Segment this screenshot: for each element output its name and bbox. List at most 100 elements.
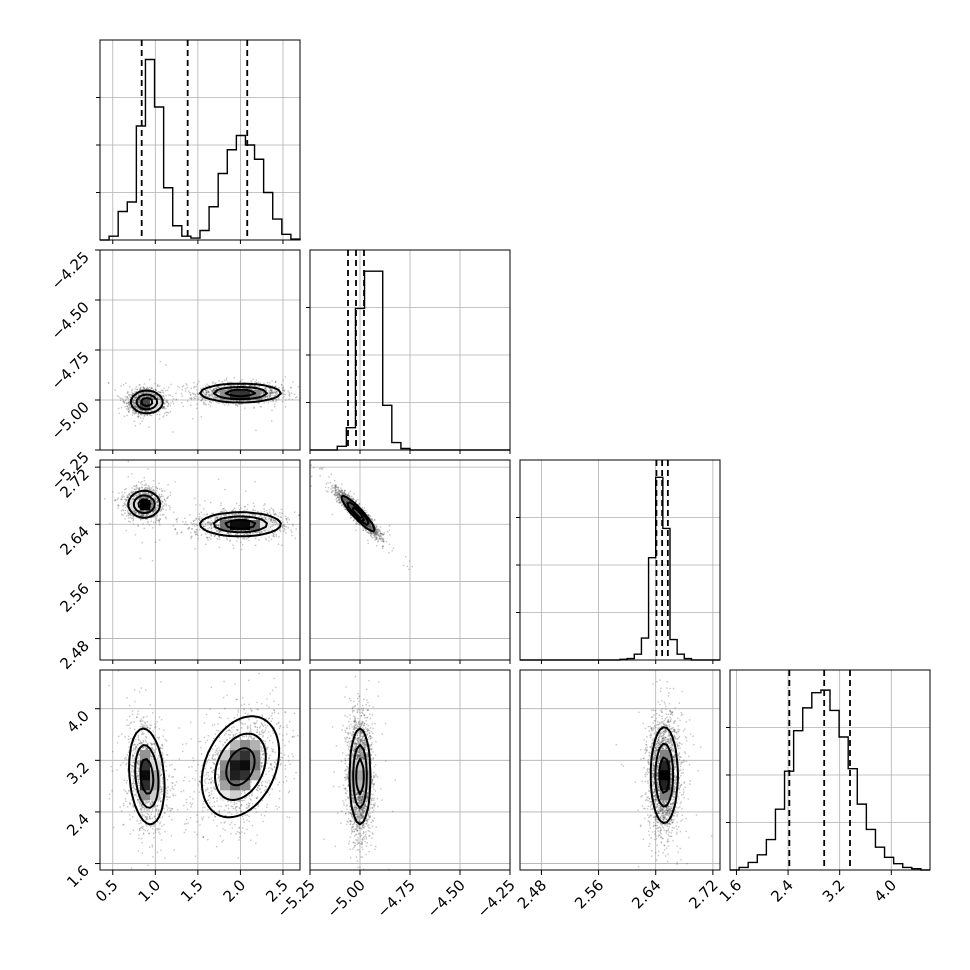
sample-point <box>257 531 259 533</box>
sample-point <box>247 534 250 536</box>
sample-point <box>374 536 376 538</box>
sample-point <box>141 486 143 488</box>
sample-point <box>255 518 258 521</box>
sample-point <box>217 524 220 526</box>
sample-point <box>210 538 212 540</box>
sample-point <box>133 491 135 493</box>
sample-point <box>264 517 267 519</box>
sample-point <box>123 402 125 404</box>
sample-point <box>138 488 140 490</box>
sample-point <box>361 517 363 520</box>
sample-point <box>276 399 278 401</box>
sample-point <box>242 510 244 512</box>
sample-point <box>340 373 341 374</box>
sample-point <box>143 396 145 398</box>
sample-point <box>264 395 266 398</box>
sample-point <box>270 538 273 540</box>
sample-point <box>261 397 264 399</box>
sample-point <box>151 503 153 506</box>
sample-point <box>138 415 140 417</box>
sample-point <box>204 398 206 400</box>
sample-point <box>129 399 131 401</box>
sample-point <box>218 524 221 527</box>
sample-point <box>143 496 145 499</box>
sample-point <box>152 510 154 513</box>
sample-point <box>281 525 283 527</box>
sample-point <box>142 391 144 394</box>
sample-point <box>277 515 279 518</box>
sample-point <box>254 514 257 517</box>
sample-point <box>155 513 158 515</box>
sample-point <box>265 389 267 392</box>
sample-point <box>158 519 160 521</box>
sample-point <box>143 415 145 417</box>
sample-point <box>216 391 218 394</box>
sample-point <box>276 391 278 393</box>
grid-lines <box>100 460 300 660</box>
sample-point <box>241 379 243 381</box>
sample-point <box>163 490 166 492</box>
sample-point <box>205 389 207 392</box>
sample-point <box>223 510 225 513</box>
sample-point <box>176 385 179 388</box>
sample-point <box>376 525 378 528</box>
sample-point <box>133 510 135 512</box>
sample-point <box>264 396 266 398</box>
sample-point <box>234 518 236 520</box>
sample-point <box>146 498 149 500</box>
sample-point <box>145 491 147 493</box>
sample-point <box>133 510 135 513</box>
sample-point <box>232 509 235 511</box>
sample-point <box>136 516 138 519</box>
sample-point <box>149 495 151 497</box>
sample-point <box>219 530 221 532</box>
sample-point <box>268 517 270 519</box>
sample-point <box>207 539 209 541</box>
sample-point <box>223 389 225 391</box>
sample-point <box>194 393 197 396</box>
sample-point <box>281 384 283 386</box>
sample-point <box>156 507 158 509</box>
sample-point <box>126 499 128 501</box>
sample-point <box>144 414 146 417</box>
sample-point <box>229 388 231 391</box>
sample-point <box>146 391 149 394</box>
sample-point <box>147 468 149 470</box>
sample-point <box>149 396 151 398</box>
sample-point <box>146 398 148 401</box>
sample-point <box>138 384 140 386</box>
sample-point <box>143 496 145 498</box>
sample-point <box>133 399 136 402</box>
sample-point <box>263 387 266 390</box>
sample-point <box>150 410 153 412</box>
sample-point <box>140 397 142 399</box>
sample-point <box>126 499 128 502</box>
sample-point <box>128 401 130 404</box>
sample-point <box>218 398 220 400</box>
sample-point <box>152 392 154 395</box>
sample-point <box>214 396 216 398</box>
sample-point <box>287 517 289 519</box>
sample-point <box>264 530 267 532</box>
sample-point <box>342 498 344 501</box>
sample-point <box>166 401 168 404</box>
sample-point <box>288 391 290 394</box>
sample-point <box>145 398 148 401</box>
sample-point <box>131 399 134 402</box>
sample-point <box>147 395 149 397</box>
sample-point <box>219 390 221 392</box>
sample-point <box>163 513 165 516</box>
sample-point <box>132 499 134 501</box>
sample-point <box>190 397 192 399</box>
sample-point <box>194 531 197 533</box>
sample-point <box>265 518 267 521</box>
sample-point <box>151 502 153 504</box>
sample-point <box>133 497 135 499</box>
sample-point <box>207 391 210 393</box>
sample-point <box>303 509 304 510</box>
sample-point <box>375 524 377 526</box>
sample-point <box>128 394 130 397</box>
sample-point <box>147 497 150 499</box>
sample-point <box>146 510 148 513</box>
sample-point <box>137 524 140 526</box>
